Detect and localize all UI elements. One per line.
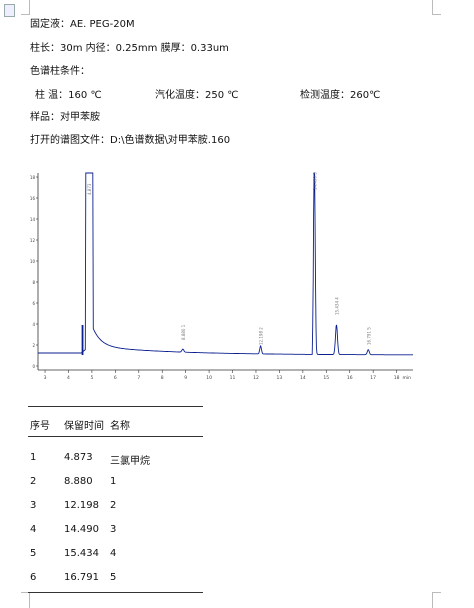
x-tick-label: 4 [67, 375, 70, 381]
table-header-rule [28, 436, 203, 437]
x-tick-label: 14 [300, 375, 306, 381]
column-spec-line: 柱长：30m 内径：0.25mm 膜厚：0.33um [30, 43, 229, 54]
peak-label: 16.791 5 [366, 327, 371, 345]
cell-name: 3 [110, 524, 117, 535]
sample-line: 样品：对甲苯胺 [30, 112, 100, 123]
cell-index: 3 [30, 500, 37, 511]
cell-index: 5 [30, 548, 37, 559]
cell-time: 14.490 [64, 524, 99, 535]
header-index: 序号 [30, 421, 50, 432]
peak-label: 12.198 2 [259, 327, 264, 345]
cell-index: 1 [30, 452, 37, 463]
table-bottom-rule [28, 592, 203, 593]
y-tick-label: 6 [32, 301, 35, 306]
y-tick-label: 16 [30, 196, 36, 201]
peak-label: 14.490 3 [312, 172, 317, 190]
y-tick-label: 12 [30, 238, 36, 243]
document-icon [4, 4, 15, 17]
table-top-rule [28, 406, 203, 407]
x-tick-label: 6 [114, 375, 117, 381]
y-tick-label: 18 [30, 175, 36, 180]
page-corner-mark [21, 592, 30, 608]
x-tick-label: 8 [161, 375, 164, 381]
x-tick-label: 18 [394, 375, 400, 381]
x-tick-label: 15 [323, 375, 329, 381]
cell-index: 4 [30, 524, 37, 535]
x-tick-label: 5 [90, 375, 93, 381]
cell-time: 4.873 [64, 452, 93, 463]
column-temp: 柱 温：160 ℃ [35, 90, 102, 101]
x-tick-label: 17 [370, 375, 376, 381]
peak-label: 4.873 [87, 183, 92, 195]
peak-label: 15.434 4 [334, 297, 339, 315]
header-name: 名称 [110, 421, 130, 432]
vaporize-temp: 汽化温度：250 ℃ [155, 90, 239, 101]
conditions-title: 色谱柱条件： [30, 66, 90, 77]
cell-time: 16.791 [64, 572, 99, 583]
cell-name: 三氯甲烷 [110, 456, 150, 467]
x-tick-label: 12 [253, 375, 259, 381]
y-tick-label: 8 [32, 280, 35, 285]
cell-name: 4 [110, 548, 117, 559]
header-retention-time: 保留时间 [64, 421, 104, 432]
x-tick-label: 11 [230, 375, 236, 381]
y-tick-label: 14 [30, 217, 36, 222]
detector-temp: 检测温度：260℃ [300, 90, 381, 101]
cell-index: 6 [30, 572, 37, 583]
y-tick-label: 2 [32, 343, 35, 348]
x-tick-label: 10 [206, 375, 212, 381]
cell-time: 12.198 [64, 500, 99, 511]
x-unit-label: min [403, 375, 412, 381]
page-corner-mark [432, 0, 441, 15]
file-path-line: 打开的谱图文件：D:\色谱数据\对甲苯胺.160 [30, 135, 231, 146]
x-tick-label: 9 [184, 375, 187, 381]
x-tick-label: 13 [277, 375, 283, 381]
x-tick-label: 16 [347, 375, 353, 381]
y-tick-label: 0 [32, 364, 35, 369]
cell-index: 2 [30, 476, 37, 487]
x-tick-label: 3 [44, 375, 47, 381]
y-tick-label: 10 [30, 259, 36, 264]
chromatogram-chart: 18 16 14 12 10 8 6 4 2 0 3 4 5 6 7 8 9 10 11 12 13 14 15 16 17 18… [30, 172, 413, 381]
chromatogram-trace [38, 172, 413, 356]
page-corner-mark [21, 0, 30, 15]
cell-name: 1 [110, 476, 117, 487]
x-tick-label: 7 [137, 375, 140, 381]
page-corner-mark [432, 592, 441, 608]
cell-time: 15.434 [64, 548, 99, 559]
cell-name: 5 [110, 572, 117, 583]
stationary-phase-line: 固定液：AE. PEG-20M [30, 19, 135, 30]
cell-time: 8.880 [64, 476, 93, 487]
y-tick-label: 4 [32, 322, 35, 327]
cell-name: 2 [110, 500, 117, 511]
peak-label: 8.880 1 [181, 324, 186, 340]
